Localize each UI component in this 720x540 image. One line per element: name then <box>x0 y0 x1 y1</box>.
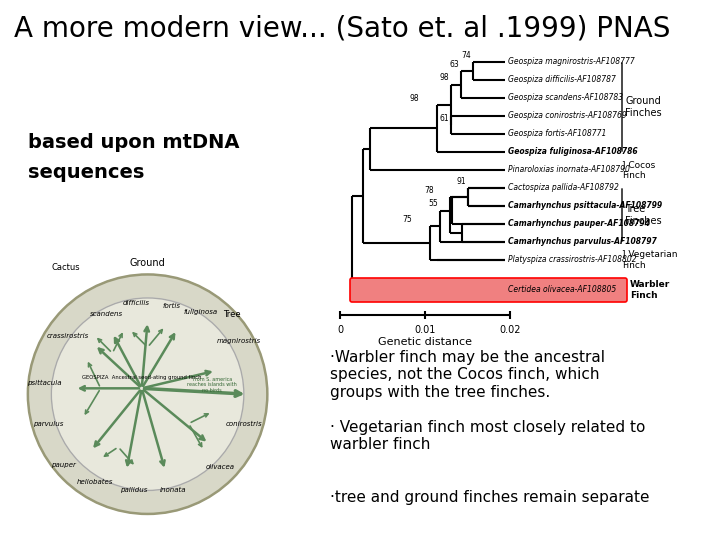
Text: Genetic distance: Genetic distance <box>378 337 472 347</box>
Text: magnirostris: magnirostris <box>217 339 261 345</box>
Text: fuliginosa: fuliginosa <box>184 309 217 315</box>
Text: Cactus: Cactus <box>51 263 80 272</box>
Text: GEOSPIZA  Ancestral seed-ating ground finch: GEOSPIZA Ancestral seed-ating ground fin… <box>82 375 202 380</box>
Text: ] Cocos
Finch: ] Cocos Finch <box>622 160 655 180</box>
Text: Geospiza fuliginosa-AF108786: Geospiza fuliginosa-AF108786 <box>508 147 638 157</box>
Text: 63: 63 <box>449 60 459 69</box>
Text: ·tree and ground finches remain separate: ·tree and ground finches remain separate <box>330 490 649 505</box>
Text: Platyspiza crassirostris-AF108802: Platyspiza crassirostris-AF108802 <box>508 255 636 265</box>
Text: 0.01: 0.01 <box>414 325 436 335</box>
Text: Warbler
Finch: Warbler Finch <box>630 280 670 300</box>
Text: pauper: pauper <box>50 462 76 468</box>
Text: · Vegetarian finch most closely related to
warbler finch: · Vegetarian finch most closely related … <box>330 420 645 453</box>
Text: Ground
Finches: Ground Finches <box>625 96 662 118</box>
Text: A more modern view... (Sato et. al .1999) PNAS: A more modern view... (Sato et. al .1999… <box>14 14 670 42</box>
Text: Camarhynchus parvulus-AF108797: Camarhynchus parvulus-AF108797 <box>508 238 657 246</box>
Text: Ground: Ground <box>130 258 166 268</box>
Text: Pinaroloxias inornata-AF108790: Pinaroloxias inornata-AF108790 <box>508 165 630 174</box>
Text: Certidea olivacea-AF108805: Certidea olivacea-AF108805 <box>508 286 616 294</box>
Text: pallidus: pallidus <box>120 488 147 494</box>
Text: ·Warbler finch may be the ancestral
species, not the Cocos finch, which
groups w: ·Warbler finch may be the ancestral spec… <box>330 350 605 400</box>
Text: Geospiza fortis-AF108771: Geospiza fortis-AF108771 <box>508 130 606 138</box>
Text: olivacea: olivacea <box>206 464 235 470</box>
Text: inonata: inonata <box>160 488 186 494</box>
Text: Cactospiza pallida-AF108792: Cactospiza pallida-AF108792 <box>508 184 619 192</box>
Text: 0: 0 <box>337 325 343 335</box>
Text: ] Vegetarian
Finch: ] Vegetarian Finch <box>622 251 678 269</box>
Circle shape <box>51 298 244 490</box>
Text: 91: 91 <box>456 177 466 186</box>
Text: crassirostris: crassirostris <box>47 333 89 339</box>
Text: parvulus: parvulus <box>32 421 63 427</box>
Text: Geospiza conirostris-AF108769: Geospiza conirostris-AF108769 <box>508 111 626 120</box>
Text: 55: 55 <box>428 199 438 208</box>
Text: fortis: fortis <box>162 303 180 309</box>
Text: 74: 74 <box>462 51 471 60</box>
Text: conirostris: conirostris <box>225 421 262 427</box>
Text: 78: 78 <box>424 186 434 195</box>
Text: Geospiza difficilis-AF108787: Geospiza difficilis-AF108787 <box>508 76 616 84</box>
Text: Tree: Tree <box>223 310 241 319</box>
Text: Geospiza magnirostris-AF108777: Geospiza magnirostris-AF108777 <box>508 57 635 66</box>
Text: 0.02: 0.02 <box>499 325 521 335</box>
Text: 61: 61 <box>439 114 449 123</box>
Text: psittacula: psittacula <box>27 380 61 386</box>
Text: Camarhynchus psittacula-AF108799: Camarhynchus psittacula-AF108799 <box>508 201 662 211</box>
Text: difficilis: difficilis <box>122 300 149 306</box>
Text: Tree
Finches: Tree Finches <box>625 204 662 226</box>
Text: 98: 98 <box>439 73 449 83</box>
Text: Camarhynchus pauper-AF108794: Camarhynchus pauper-AF108794 <box>508 219 650 228</box>
FancyBboxPatch shape <box>350 278 627 302</box>
Circle shape <box>28 274 267 514</box>
Text: heliobates: heliobates <box>76 479 113 485</box>
Text: 98: 98 <box>410 94 419 103</box>
Text: scandens: scandens <box>90 312 123 318</box>
Text: sequences: sequences <box>28 163 145 182</box>
Text: based upon mtDNA: based upon mtDNA <box>28 133 240 152</box>
Text: from S. america
reaches islands with
no birds: from S. america reaches islands with no … <box>187 376 237 393</box>
Text: 75: 75 <box>402 215 412 224</box>
Text: Geospiza scandens-AF108783: Geospiza scandens-AF108783 <box>508 93 623 103</box>
